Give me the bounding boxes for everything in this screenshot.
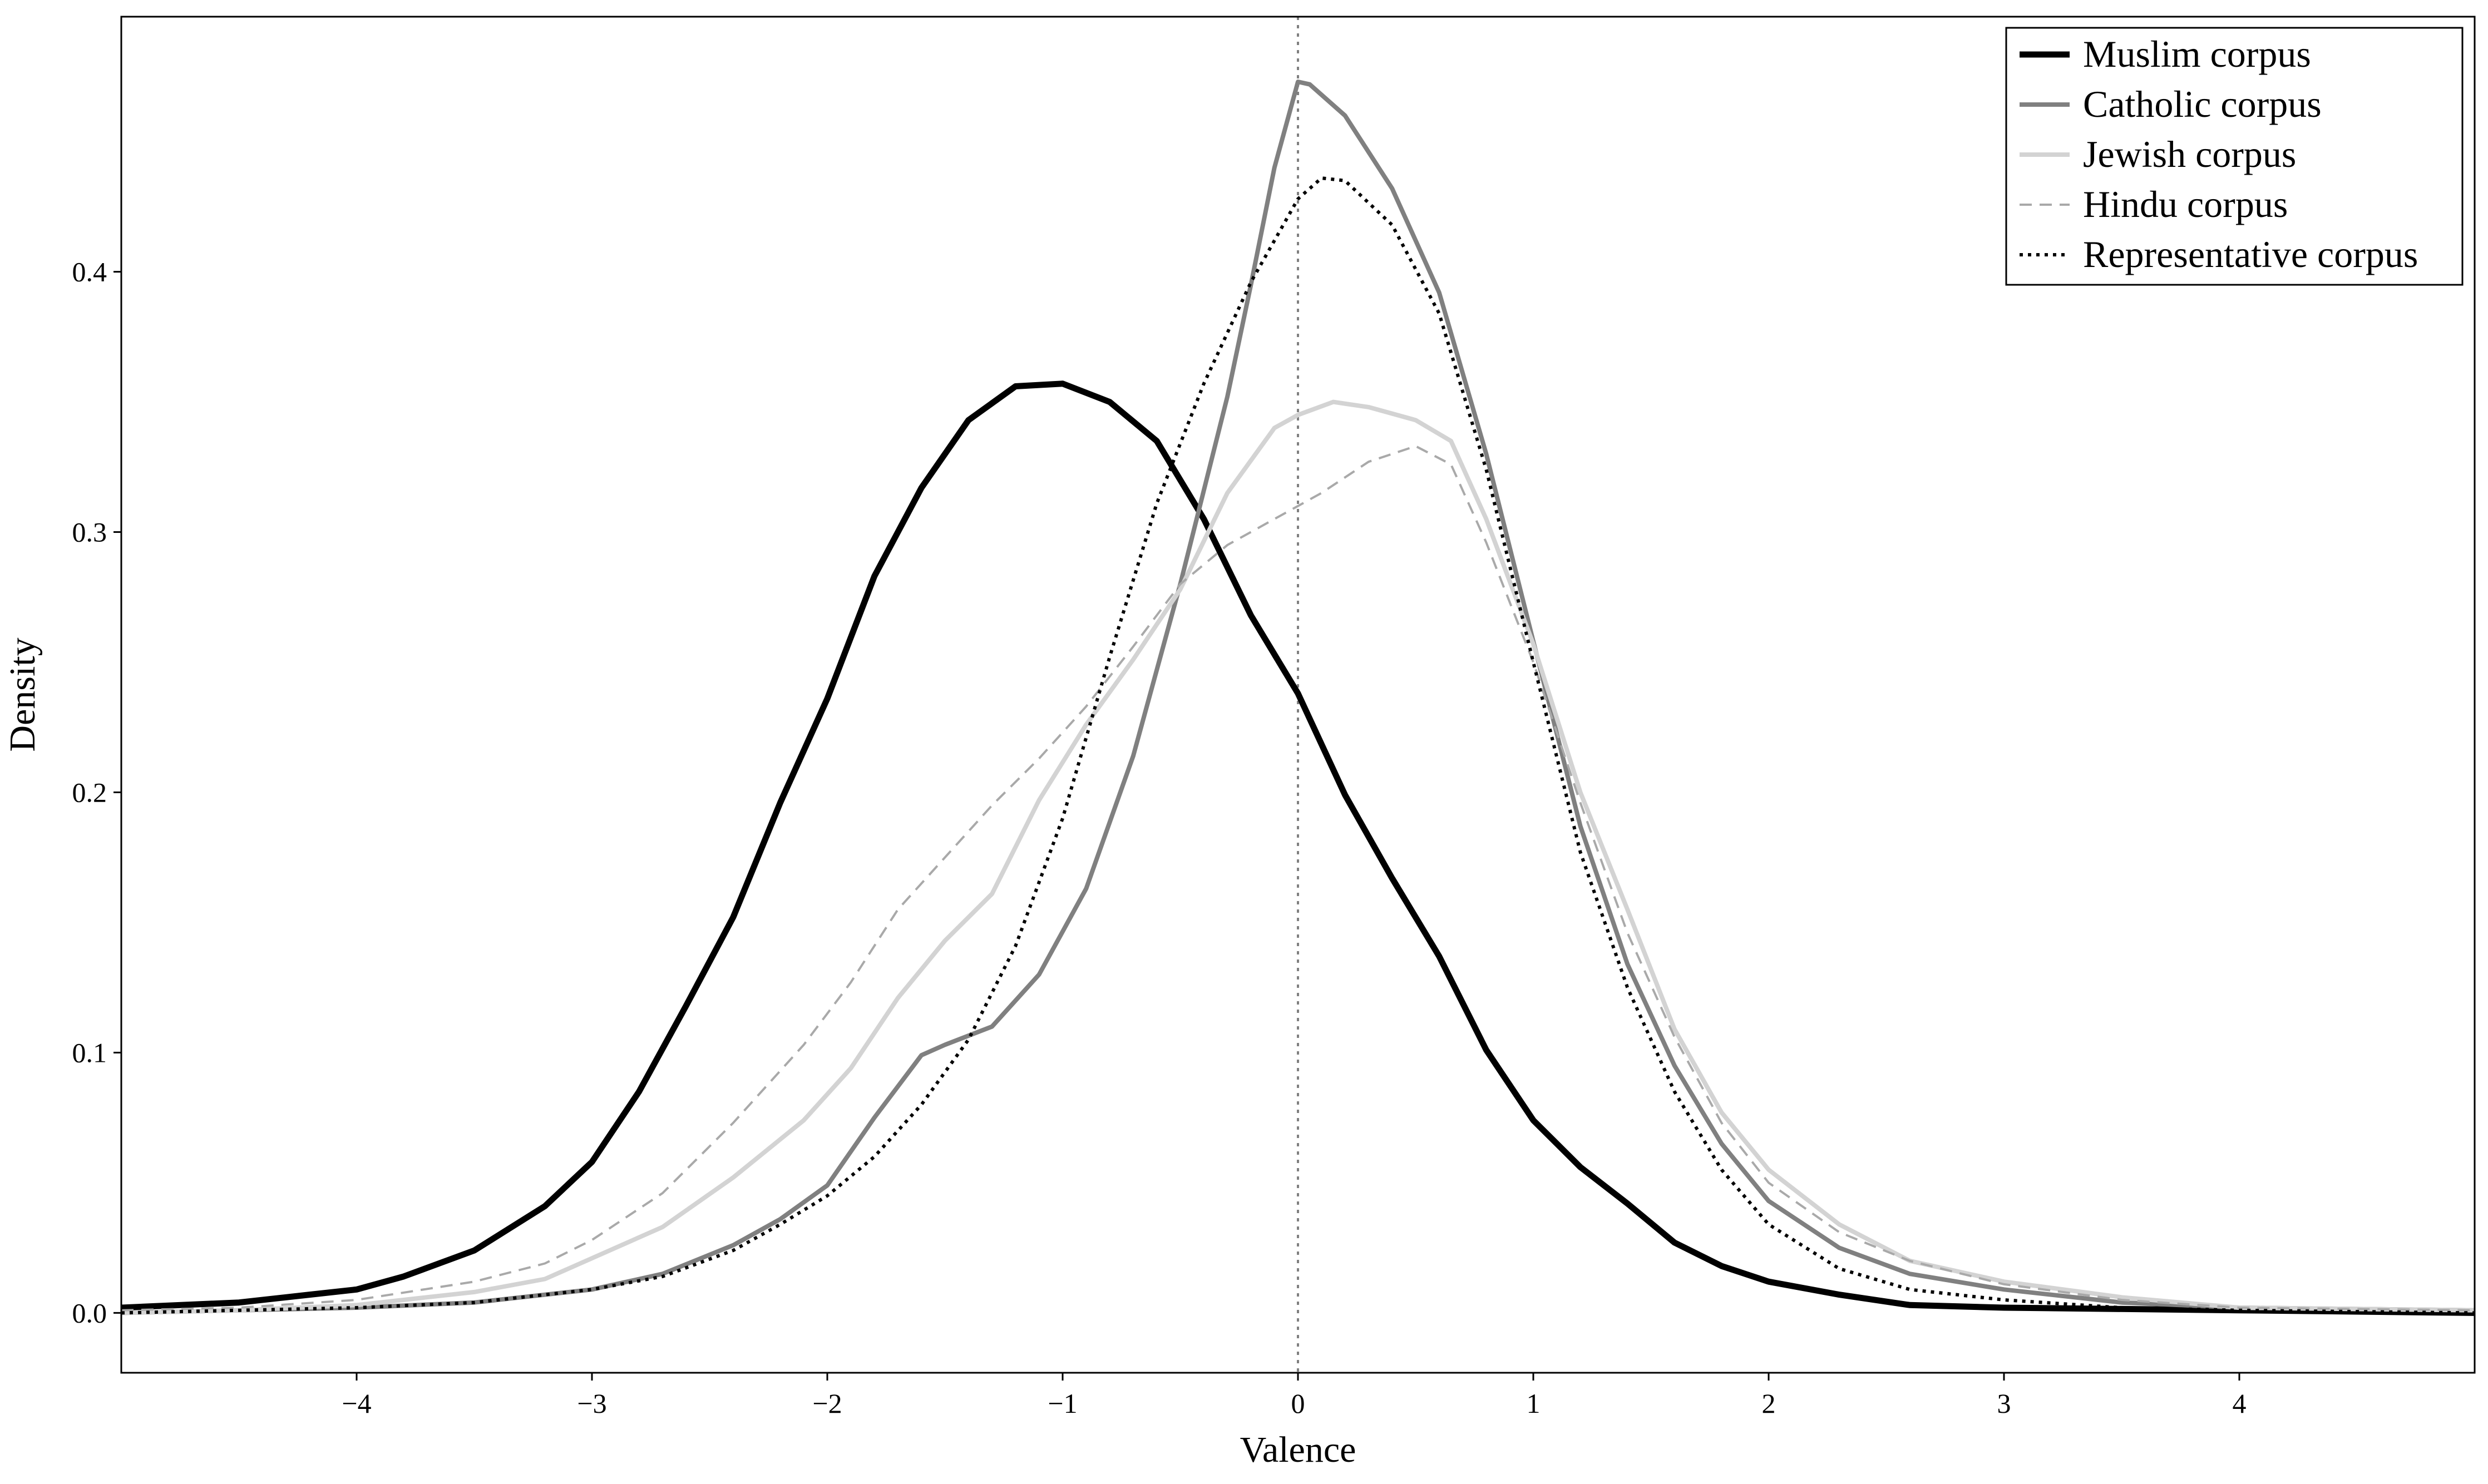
- axes: −4 −3 −2 −1 0 1 2 3 4 0.0 0.1 0.2 0.3 0.4 Valence Densi…: [2, 16, 2476, 1470]
- x-tick-label: 4: [2233, 1388, 2247, 1419]
- y-axis-title: Density: [2, 637, 43, 751]
- x-tick-label: −3: [577, 1388, 606, 1419]
- series-line-representative-corpus: [121, 176, 2475, 1315]
- y-tick-label: 0.1: [72, 1037, 107, 1068]
- y-tick-label: 0.4: [72, 256, 107, 288]
- series-line-hindu-corpus: [121, 445, 2475, 1312]
- legend-label: Muslim corpus: [2083, 33, 2311, 75]
- legend-label: Hindu corpus: [2083, 183, 2288, 225]
- y-tick-label: 0.3: [72, 517, 107, 548]
- x-tick-label: 0: [1291, 1388, 1305, 1419]
- x-tick-label: 3: [1997, 1388, 2011, 1419]
- legend-label: Jewish corpus: [2083, 133, 2296, 175]
- series-line-muslim-corpus: [121, 380, 2475, 1316]
- series-line-jewish-corpus: [121, 399, 2475, 1315]
- series-line-catholic-corpus: [121, 80, 2475, 1315]
- x-tick-label: 2: [1762, 1388, 1776, 1419]
- x-tick-label: −4: [342, 1388, 371, 1419]
- x-axis-title: Valence: [1240, 1429, 1356, 1470]
- x-tick-label: −2: [812, 1388, 842, 1419]
- legend-label: Representative corpus: [2083, 233, 2418, 275]
- x-tick-label: 1: [1527, 1388, 1541, 1419]
- y-tick-label: 0.0: [72, 1297, 107, 1328]
- legend-label: Catholic corpus: [2083, 83, 2322, 125]
- legend: Muslim corpus Catholic corpus Jewish corpu…: [2005, 27, 2464, 286]
- series-group: [121, 17, 2475, 1373]
- y-tick-label: 0.2: [72, 776, 107, 808]
- plot-area: [121, 17, 2475, 1373]
- legend-box: [2005, 27, 2464, 286]
- x-tick-label: −1: [1048, 1388, 1077, 1419]
